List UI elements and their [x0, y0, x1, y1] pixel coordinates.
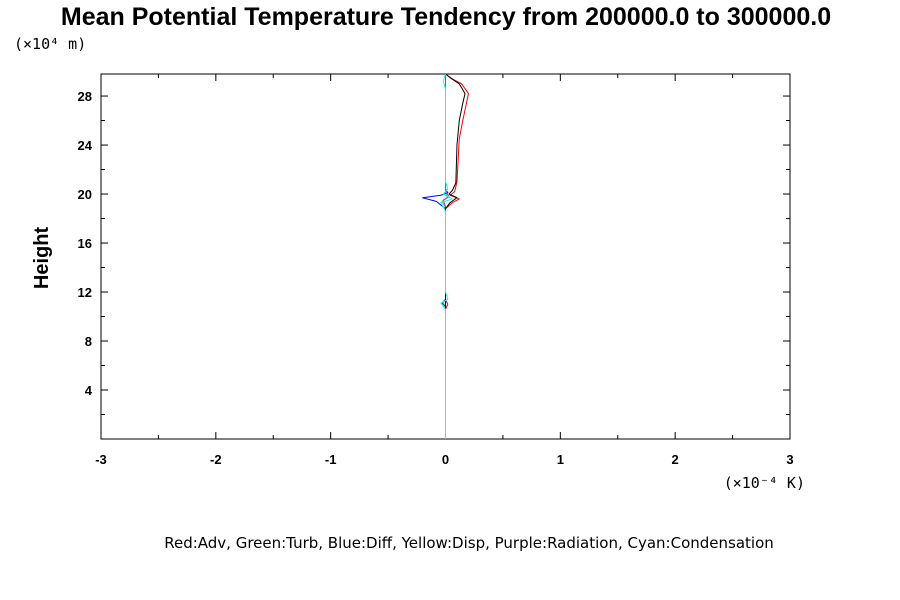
series-line: [442, 74, 450, 439]
x-tick-label: -3: [95, 452, 107, 467]
series-line: [422, 74, 449, 439]
y-tick-label: 16: [78, 236, 92, 251]
x-tick-labels: -3 -2 -1 0 1 2 3: [95, 452, 793, 467]
x-tick-label: -2: [210, 452, 222, 467]
series-lines: [422, 73, 469, 439]
x-tick-label: 1: [557, 452, 564, 467]
y-tick-labels: 4 8 12 16 20 24 28: [78, 89, 93, 398]
y-tick-label: 12: [78, 285, 92, 300]
x-scale-note: (×10⁻⁴ K): [724, 474, 805, 492]
series-line: [441, 74, 449, 439]
y-tick-label: 24: [78, 138, 93, 153]
y-axis-label: Height: [31, 227, 53, 290]
legend-text: Red:Adv, Green:Turb, Blue:Diff, Yellow:D…: [164, 534, 774, 552]
y-tick-label: 8: [85, 334, 92, 349]
y-scale-note: (×10⁴ m): [14, 35, 86, 53]
chart-title: Mean Potential Temperature Tendency from…: [61, 3, 831, 31]
series-line: [445, 73, 466, 439]
x-tick-label: 2: [672, 452, 679, 467]
y-tick-label: 20: [78, 187, 92, 202]
y-tick-label: 28: [78, 89, 92, 104]
x-tick-label: -1: [325, 452, 337, 467]
x-tick-label: 3: [786, 452, 793, 467]
series-line: [440, 73, 453, 439]
series-line: [445, 73, 469, 439]
y-tick-label: 4: [85, 383, 93, 398]
x-tick-label: 0: [442, 452, 449, 467]
